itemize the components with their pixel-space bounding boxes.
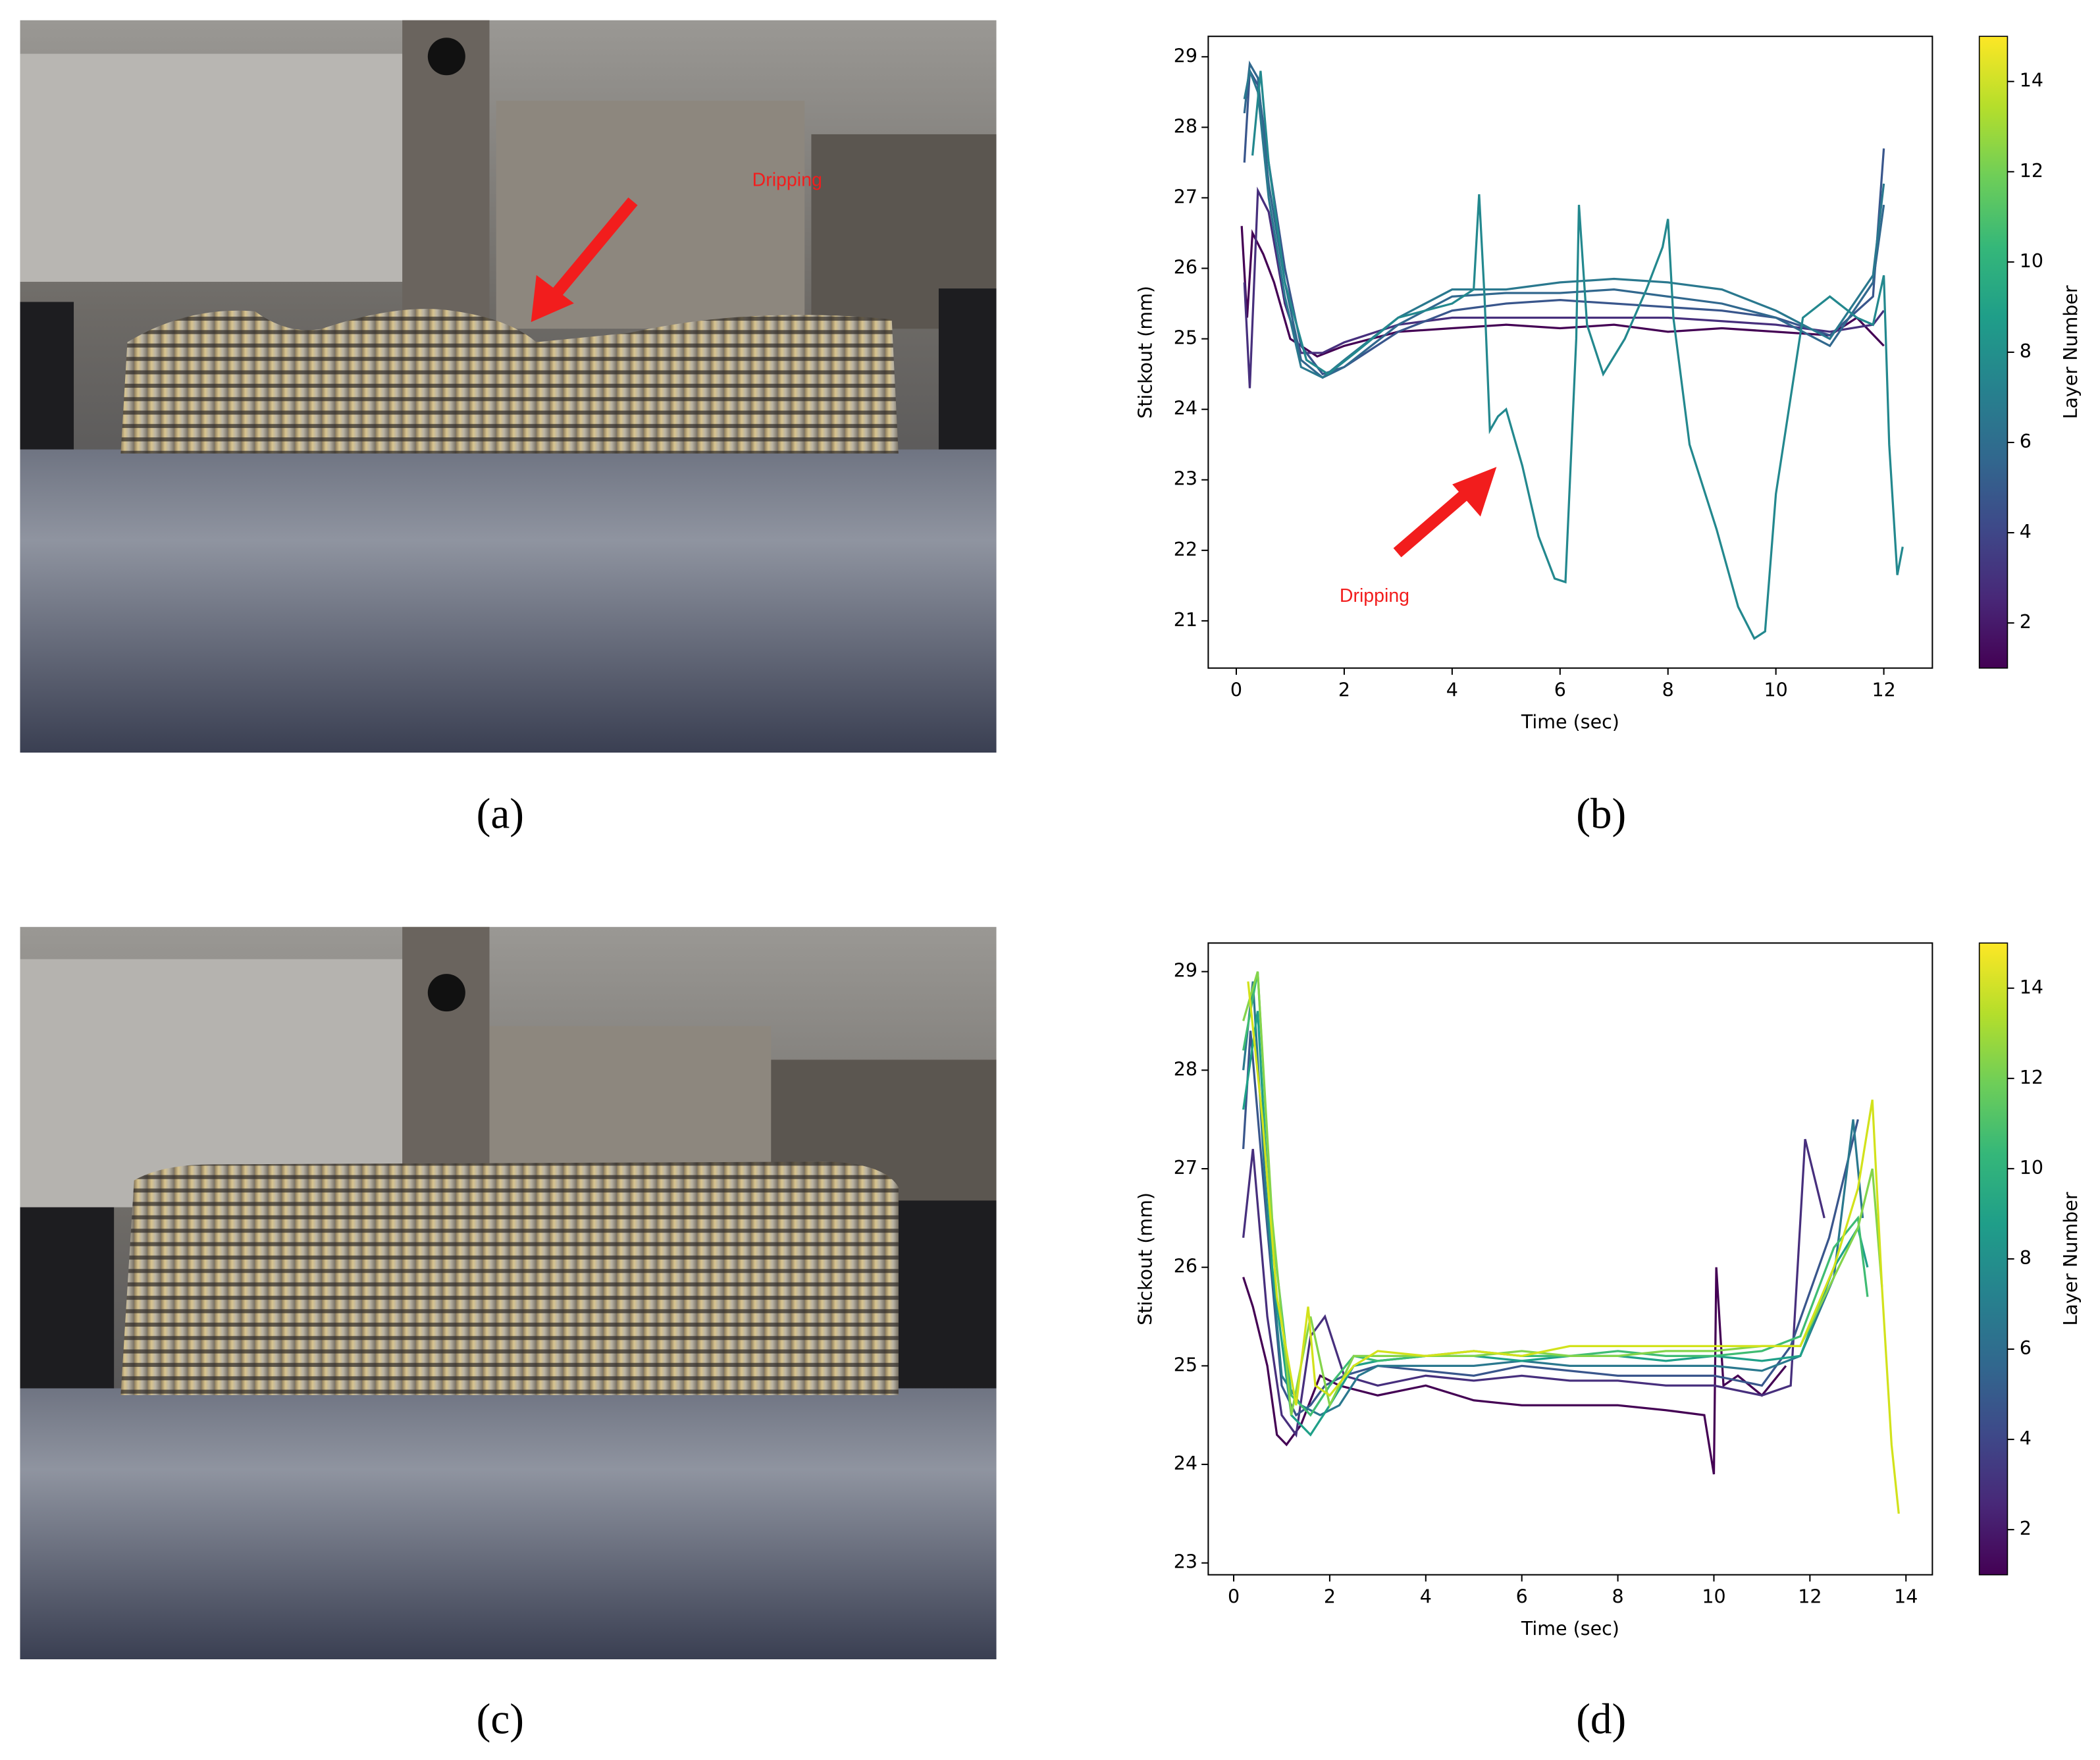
x-tick-label: 4: [1420, 1586, 1432, 1607]
caption: (b): [1576, 791, 1626, 838]
x-tick-label: 12: [1872, 679, 1895, 701]
y-tick-label: 28: [1174, 1058, 1197, 1080]
y-tick-label: 29: [1174, 45, 1197, 67]
x-tick-label: 2: [1338, 679, 1350, 701]
photo-a: Dripping: [20, 20, 997, 753]
annotation-arrow-head: [1452, 467, 1497, 517]
data-line: [1242, 1030, 1859, 1417]
y-tick-label: 21: [1174, 609, 1197, 631]
colorbar-tick-label: 12: [2020, 160, 2043, 182]
y-tick-label: 23: [1174, 1551, 1197, 1573]
colorbar-tick-label: 8: [2020, 1247, 2032, 1269]
chart-annotation: Dripping: [1340, 585, 1409, 606]
colorbar-tick-label: 4: [2020, 521, 2032, 543]
data-line: [1242, 1267, 1787, 1475]
data-line: [1242, 971, 1883, 1416]
colorbar-tick-label: 10: [2020, 250, 2043, 272]
colorbar-tick-label: 14: [2020, 70, 2043, 92]
x-tick-label: 0: [1228, 1586, 1240, 1607]
colorbar: [1978, 36, 2008, 669]
x-tick-label: 10: [1764, 679, 1788, 701]
colorbar: [1978, 942, 2008, 1576]
data-line: [1251, 70, 1904, 641]
data-line: [1240, 226, 1885, 358]
annotation-arrow: [1393, 481, 1479, 558]
colorbar-tick-label: 12: [2020, 1067, 2043, 1088]
x-tick-label: 14: [1894, 1586, 1918, 1607]
y-tick-label: 26: [1174, 1256, 1197, 1277]
colorbar-label: Layer Number: [2060, 1192, 2082, 1325]
x-axis-label: Time (sec): [1521, 711, 1619, 733]
y-tick-label: 26: [1174, 256, 1197, 278]
colorbar-tick-label: 6: [2020, 431, 2032, 452]
y-tick-label: 24: [1174, 398, 1197, 419]
data-line: [1243, 60, 1885, 379]
caption: (c): [477, 1696, 524, 1744]
colorbar-tick-label: 8: [2020, 340, 2032, 362]
x-tick-label: 0: [1230, 679, 1242, 701]
x-tick-label: 4: [1446, 679, 1458, 701]
data-line: [1242, 1011, 1869, 1437]
y-tick-label: 23: [1174, 468, 1197, 490]
y-tick-label: 28: [1174, 115, 1197, 137]
data-line: [1243, 186, 1885, 388]
photo-annotation: Dripping: [752, 170, 822, 191]
colorbar-tick-label: 6: [2020, 1337, 2032, 1359]
data-line: [1242, 1138, 1825, 1438]
y-tick-label: 24: [1174, 1453, 1197, 1474]
plot-frame: [1207, 36, 1933, 669]
colorbar-label: Layer Number: [2060, 285, 2082, 419]
data-line: [1243, 67, 1885, 379]
x-tick-label: 2: [1324, 1586, 1336, 1607]
colorbar-tick-label: 2: [2020, 1518, 2032, 1539]
colorbar-tick-label: 14: [2020, 976, 2043, 998]
y-tick-label: 22: [1174, 539, 1197, 560]
y-tick-label: 27: [1174, 186, 1197, 207]
plot-frame: [1207, 942, 1933, 1576]
y-tick-label: 25: [1174, 327, 1197, 349]
x-tick-label: 10: [1702, 1586, 1725, 1607]
colorbar-tick-label: 10: [2020, 1157, 2043, 1179]
x-tick-label: 6: [1554, 679, 1566, 701]
y-axis-label: Stickout (mm): [1135, 286, 1157, 419]
caption: (d): [1576, 1696, 1626, 1744]
y-tick-label: 25: [1174, 1354, 1197, 1375]
x-axis-label: Time (sec): [1521, 1618, 1619, 1640]
x-tick-label: 12: [1798, 1586, 1822, 1607]
x-tick-label: 8: [1612, 1586, 1624, 1607]
y-tick-label: 29: [1174, 960, 1197, 982]
colorbar-tick-label: 2: [2020, 611, 2032, 633]
colorbar-tick-label: 4: [2020, 1427, 2032, 1449]
caption: (a): [477, 791, 524, 838]
photo-c: [20, 926, 997, 1660]
x-tick-label: 6: [1516, 1586, 1528, 1607]
x-tick-label: 8: [1662, 679, 1674, 701]
y-tick-label: 27: [1174, 1157, 1197, 1179]
y-axis-label: Stickout (mm): [1135, 1192, 1157, 1325]
data-line: [1247, 981, 1900, 1514]
